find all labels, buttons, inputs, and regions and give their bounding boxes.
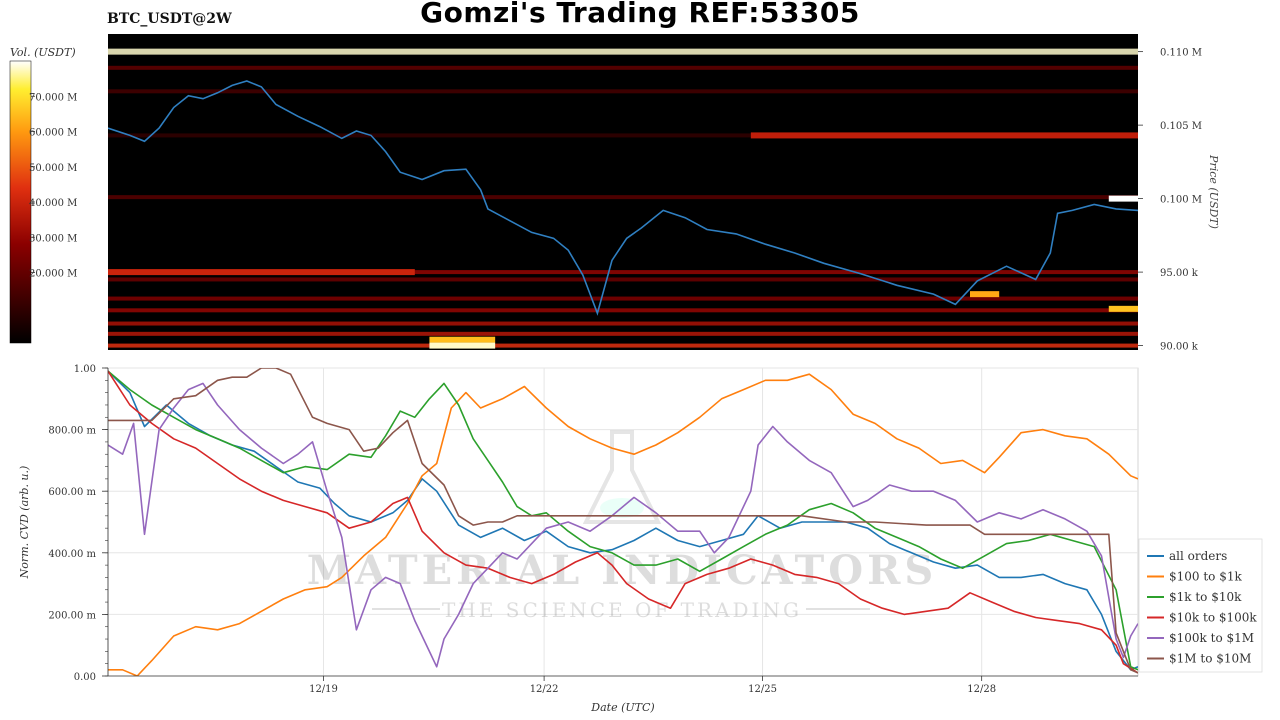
liquidity-level (108, 343, 1138, 348)
price-axis-label: Price (USDT) (1207, 154, 1220, 229)
flask-logo-icon (582, 430, 662, 524)
liquidity-level (108, 308, 1138, 313)
watermark-tagline: THE SCIENCE OF TRADING (442, 598, 802, 622)
liquidity-level (108, 331, 1138, 336)
price-tick-label: 95.00 k (1160, 268, 1199, 279)
legend-label: $100k to $1M (1169, 631, 1254, 645)
price-tick-label: 90.00 k (1160, 342, 1199, 353)
liquidity-level (108, 48, 1138, 55)
colorbar-tick-label: 70.000 M (29, 92, 77, 103)
colorbar-tick-label: 40.000 M (29, 198, 77, 209)
cvd-tick-label: 1.00 (74, 364, 96, 375)
series-line-4 (108, 382, 1138, 668)
liquidity-level (108, 89, 1138, 94)
liquidity-level (108, 277, 1138, 282)
colorbar-label: Vol. (USDT) (10, 46, 76, 59)
cvd-tick-label: 600.00 m (48, 487, 96, 498)
legend-label: all orders (1169, 549, 1227, 563)
legend-box (1138, 538, 1263, 673)
heatmap-levels (108, 48, 1138, 348)
liquidity-hotspot (1108, 305, 1138, 312)
legend-label: $100 to $1k (1169, 570, 1242, 584)
heatmap-hotspots (108, 132, 1138, 349)
price-tick-label: 0.110 M (1160, 48, 1202, 59)
colorbar-tick-label: 60.000 M (29, 128, 77, 139)
colorbar (9, 60, 32, 344)
liquidity-level (108, 133, 1138, 138)
series-line-2 (108, 370, 1138, 671)
cvd-series (108, 368, 1138, 676)
series-line-1 (108, 373, 1138, 676)
colorbar-tick-label: 30.000 M (29, 233, 77, 244)
liquidity-hotspot (429, 342, 496, 349)
date-tick-label: 12/22 (530, 684, 559, 695)
liquidity-hotspot (1108, 195, 1138, 202)
legend-label: $1k to $10k (1169, 590, 1242, 604)
legend-label: $10k to $100k (1169, 611, 1257, 625)
liquidity-hotspot (969, 291, 1000, 298)
heatmap-background (108, 34, 1138, 350)
cvd-y-ticks: 0.00 200.00 m 400.00 m 600.00 m 800.00 m 1.00 (48, 364, 109, 683)
liquidity-level (108, 195, 1138, 200)
watermark-brand: MATERIAL INDICATORS (307, 547, 938, 594)
cvd-tick-label: 0.00 (74, 672, 96, 683)
price-line (108, 80, 1138, 316)
date-tick-label: 12/25 (748, 684, 777, 695)
cvd-axis-label: Norm. CVD (arb. u.) (18, 466, 31, 580)
watermark: MATERIAL INDICATORS THE SCIENCE OF TRADI… (307, 430, 938, 622)
colorbar-tick-label: 20.000 M (29, 269, 77, 280)
series-line-5 (108, 368, 1138, 674)
liquidity-level (108, 270, 1138, 275)
series-line-0 (108, 370, 1138, 671)
liquidity-level (108, 321, 1138, 326)
cvd-plot-area (107, 367, 1139, 677)
colorbar-tick-label: 50.000 M (29, 163, 77, 174)
symbol-label: BTC_USDT@2W (107, 11, 232, 27)
price-tick-label: 0.105 M (1160, 121, 1202, 132)
date-tick-label: 12/28 (967, 684, 996, 695)
liquidity-level (108, 296, 1138, 301)
series-line-3 (108, 370, 1138, 674)
date-axis-ticks: 12/19 12/22 12/25 12/28 (108, 675, 1138, 695)
legend: all orders $100 to $1k $1k to $10k $10k to … (1138, 538, 1263, 673)
liquidity-level (108, 65, 1138, 70)
price-axis-ticks: 0.110 M 0.105 M 0.100 M 95.00 k 90.00 k (1138, 48, 1202, 353)
liquidity-hotspot (429, 336, 496, 343)
liquidity-hotspot (108, 269, 415, 276)
date-tick-label: 12/19 (309, 684, 338, 695)
cvd-tick-label: 200.00 m (48, 610, 96, 621)
price-tick-label: 0.100 M (1160, 195, 1202, 206)
colorbar-ticks: 70.000 M 60.000 M 50.000 M 40.000 M 30.000 M… (29, 92, 77, 279)
legend-label: $1M to $10M (1169, 652, 1251, 666)
cvd-tick-label: 800.00 m (48, 426, 96, 437)
cvd-tick-label: 400.00 m (48, 549, 96, 560)
chart-title: Gomzi's Trading REF:53305 (420, 0, 860, 29)
date-axis-label: Date (UTC) (590, 701, 654, 714)
liquidity-hotspot (750, 132, 1138, 139)
